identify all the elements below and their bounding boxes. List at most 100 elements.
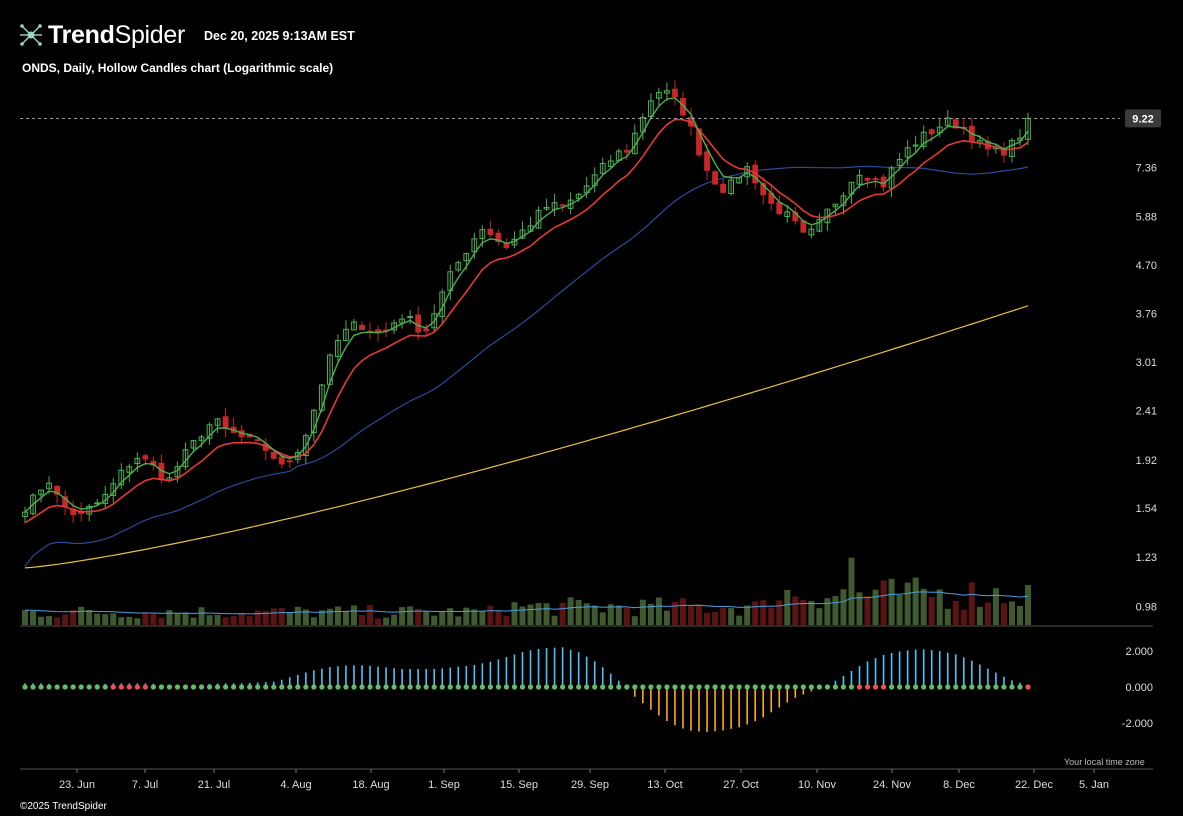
volume-bar: [575, 600, 582, 625]
oscillator-dot: [1017, 684, 1023, 690]
oscillator-dot: [431, 684, 437, 690]
candle-body: [816, 219, 823, 232]
candle-body: [471, 238, 478, 253]
volume-bar: [583, 603, 590, 625]
oscillator-dot: [46, 684, 52, 690]
oscillator-dot: [383, 684, 389, 690]
candle-body: [463, 253, 470, 262]
price-tick-label: 1.23: [1136, 552, 1157, 564]
volume-bar: [415, 608, 422, 625]
oscillator-dot: [62, 684, 68, 690]
oscillator-dot: [223, 684, 229, 690]
volume-bar: [94, 613, 101, 625]
volume-bar: [142, 612, 149, 625]
candle-body: [712, 171, 718, 185]
oscillator-dot: [102, 684, 108, 690]
candle-body: [495, 232, 502, 243]
volume-bar: [687, 605, 694, 625]
candle-body: [567, 199, 574, 209]
price-tick-label: 4.70: [1136, 260, 1157, 272]
candle-body: [439, 291, 446, 318]
volume-bar: [86, 609, 93, 625]
oscillator-tick-label: 0.000: [1125, 682, 1153, 694]
last-price-tag: [1125, 109, 1161, 128]
oscillator-dot: [584, 684, 590, 690]
oscillator-dot: [953, 684, 959, 690]
oscillator-dot: [744, 684, 750, 690]
volume-bar: [543, 603, 550, 625]
oscillator-dot: [239, 684, 245, 690]
volume-bar: [463, 607, 470, 625]
candle-body: [206, 424, 213, 439]
brand-bold: Trend: [48, 20, 115, 49]
oscillator-dot: [792, 684, 798, 690]
oscillator-dot: [913, 684, 919, 690]
oscillator-dot: [391, 684, 397, 690]
oscillator-dot: [888, 684, 895, 690]
oscillator-dot: [303, 684, 309, 690]
oscillator-dot: [648, 684, 654, 690]
candle-body: [407, 315, 414, 319]
oscillator-dot: [608, 684, 614, 690]
volume-bar: [334, 606, 341, 625]
oscillator-dot: [752, 684, 758, 690]
oscillator-dot: [110, 684, 116, 690]
oscillator-dot: [503, 684, 510, 690]
volume-bar: [118, 617, 125, 625]
candle-body: [920, 131, 927, 147]
candle-body: [254, 439, 261, 442]
oscillator-dot: [664, 684, 670, 690]
oscillator-dot: [945, 684, 951, 690]
volume-bar: [976, 606, 983, 625]
oscillator-dot: [1001, 684, 1007, 690]
volume-bar: [431, 615, 438, 625]
brand-name: Trend Spider: [48, 21, 185, 50]
oscillator-dot: [335, 684, 341, 690]
oscillator-dot: [311, 684, 317, 690]
datestamp: Dec 20, 2025 9:13AM EST: [204, 29, 355, 43]
oscillator-dot: [166, 684, 173, 690]
candle-body: [487, 228, 494, 235]
candle-body: [912, 144, 919, 147]
volume-bar: [214, 614, 221, 625]
price-tick-label: 1.54: [1136, 503, 1157, 515]
oscillator-dot: [905, 684, 911, 690]
oscillator-dot: [808, 684, 814, 690]
volume-bar: [623, 607, 630, 625]
candle-body: [30, 494, 36, 515]
candles-group: [22, 80, 1031, 524]
volume-bar: [704, 612, 711, 625]
volume-bar: [992, 588, 999, 625]
candle-body: [631, 132, 638, 155]
oscillator-dot: [856, 684, 863, 690]
volume-bar: [896, 595, 903, 625]
oscillator-dot: [527, 684, 534, 690]
candle-body: [359, 324, 365, 330]
price-tick-label: 3.01: [1136, 357, 1157, 369]
oscillator-dot: [543, 684, 550, 690]
volume-bar: [984, 602, 991, 625]
volume-bar: [318, 610, 325, 625]
candle-body: [952, 119, 959, 129]
oscillator-dot: [182, 684, 189, 690]
oscillator-dot: [206, 684, 213, 690]
ema-fast-line: [24, 97, 1029, 513]
oscillator-dot: [977, 684, 983, 690]
candle-body: [270, 451, 277, 459]
sma-mid-line: [24, 165, 1029, 567]
oscillator-dot: [30, 684, 36, 690]
candle-body: [343, 328, 349, 342]
oscillator-dot: [568, 684, 574, 690]
x-tick-label: 10. Nov: [798, 779, 836, 791]
oscillator-dot: [247, 684, 253, 690]
trendspider-logo-icon: [20, 24, 42, 46]
oscillator-dot: [704, 684, 710, 690]
header: Trend Spider: [18, 20, 185, 50]
oscillator-dot: [736, 684, 742, 690]
volume-bar: [920, 588, 927, 625]
candle-body: [94, 502, 101, 505]
oscillator-dot: [471, 684, 477, 690]
candle-body: [126, 466, 133, 473]
candle-body: [928, 129, 935, 135]
